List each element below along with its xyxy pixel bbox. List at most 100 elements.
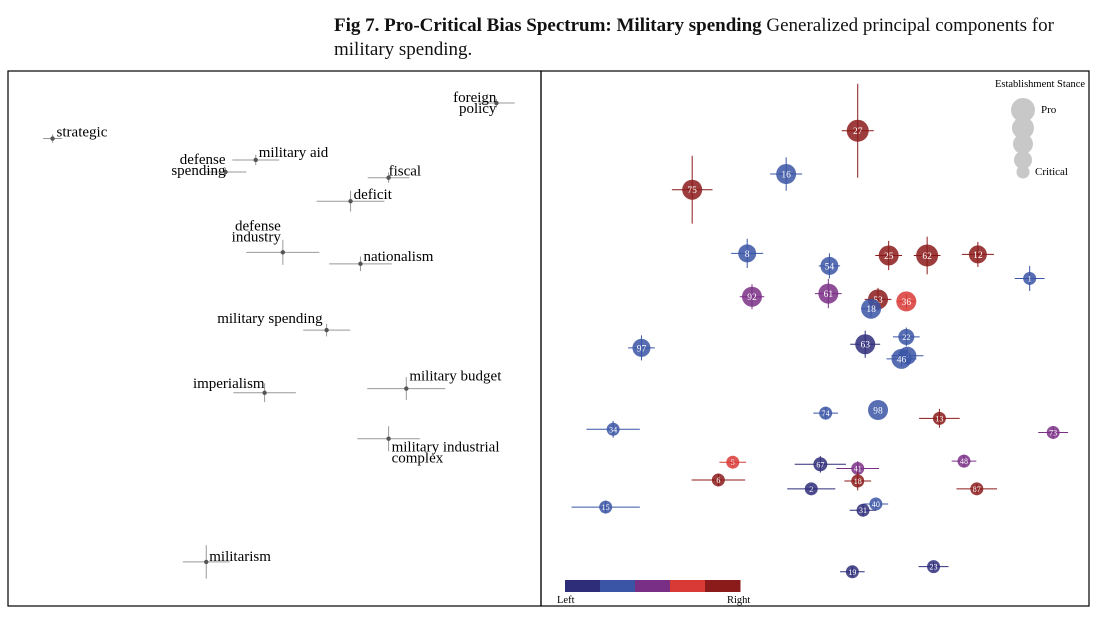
source-id-label: 27: [853, 127, 863, 137]
colorbar-left-label: Left: [557, 595, 575, 606]
source-bubble: [855, 334, 876, 355]
term-military-aid: military aid: [232, 145, 329, 166]
caption-label: Fig 7. Pro-Critical Bias Spectrum: Milit…: [334, 15, 762, 36]
source-id-label: 22: [902, 333, 910, 342]
source-bubble: [898, 328, 915, 345]
source-67: 67: [794, 455, 846, 473]
term-military-spending: military spending: [217, 311, 351, 337]
right-panel-plot: 2775168542562121926153361897632244698741…: [571, 83, 1069, 579]
source-bubble: [682, 179, 703, 200]
source-92: 92: [739, 284, 765, 310]
term-defense-spending: defense spending: [171, 152, 247, 179]
legend-title: Establishment Stance: [995, 79, 1085, 90]
term-label: deficit: [354, 187, 393, 203]
source-id-label: 12: [973, 251, 983, 261]
term-label: imperialism: [193, 376, 265, 392]
source-bubble: [1023, 271, 1037, 285]
term-military-industrial-complex: military industrial complex: [357, 426, 500, 467]
legend-critical-label: Critical: [1035, 166, 1068, 178]
source-98: 98: [868, 399, 889, 420]
source-id-label: 2: [809, 485, 813, 494]
source-bubble: [851, 461, 865, 475]
source-id-label: 97: [637, 344, 647, 354]
source-id-label: 36: [902, 298, 912, 308]
source-74: 74: [813, 406, 838, 420]
source-id-label: 18: [854, 477, 862, 486]
legend-pro-label: Pro: [1041, 104, 1057, 116]
term-point: [358, 261, 363, 267]
source-12: 12: [961, 241, 994, 267]
source-bubble: [868, 399, 889, 420]
source-13: 13: [919, 408, 960, 428]
source-id-label: 1: [1028, 274, 1032, 283]
source-id-label: 5: [731, 458, 735, 467]
legend-bubble: [1011, 98, 1035, 122]
source-id-label: 25: [884, 252, 894, 262]
source-id-label: 40: [872, 500, 880, 509]
right-panel-frame: [540, 70, 1090, 607]
source-bubble: [896, 291, 917, 312]
source-bubble: [932, 411, 946, 425]
legend-bubble: [1012, 117, 1034, 139]
term-label: military aid: [259, 145, 329, 161]
source-id-label: 19: [848, 568, 856, 577]
source-id-label: 41: [854, 464, 862, 473]
term-imperialism: imperialism: [193, 376, 296, 403]
colorbar-swatch: [565, 580, 601, 592]
source-8: 8: [731, 238, 764, 269]
source-73: 73: [1038, 425, 1069, 439]
figure-caption: Fig 7. Pro-Critical Bias Spectrum: Milit…: [334, 14, 1074, 62]
term-point: [386, 436, 391, 441]
source-id-label: 48: [960, 457, 968, 466]
source-bubble: [851, 474, 865, 488]
source-bubble: [741, 286, 762, 307]
source-id-label: 34: [609, 425, 617, 434]
source-id-label: 13: [935, 414, 943, 423]
source-27: 27: [841, 83, 874, 178]
source-1: 1: [1014, 265, 1045, 291]
source-36: 36: [896, 291, 917, 312]
term-defense-industry: defense industry: [232, 218, 320, 265]
source-bubble: [606, 422, 620, 436]
term-fiscal: fiscal: [367, 164, 421, 183]
source-bubble: [738, 244, 757, 263]
source-id-label: 53: [873, 296, 883, 306]
term-label: defense spending: [171, 152, 226, 179]
source-id-label: 92: [747, 293, 757, 303]
term-label: foreign policy: [453, 90, 497, 117]
source-bubble: [916, 244, 939, 267]
term-nationalism: nationalism: [329, 249, 434, 272]
source-id-label: 74: [822, 409, 830, 418]
source-bubble: [856, 503, 870, 517]
caption-text: Generalized principal components for mil…: [334, 15, 1054, 60]
term-militarism: militarism: [182, 545, 271, 579]
source-bubble: [726, 455, 740, 469]
source-id-label: 6: [716, 476, 720, 485]
source-bubble: [711, 473, 725, 487]
source-bubble: [845, 565, 859, 579]
legend-bubble: [1016, 165, 1030, 179]
source-bubble: [927, 560, 941, 574]
source-25: 25: [875, 240, 903, 271]
term-point: [50, 136, 55, 141]
source-48: 48: [951, 454, 977, 468]
term-label: military budget: [409, 369, 502, 385]
colorbar-swatch: [670, 580, 706, 592]
source-bubble: [869, 497, 883, 511]
source-id-label: 75: [687, 186, 697, 196]
term-point: [223, 169, 228, 175]
source-40: 40: [863, 497, 889, 511]
source-15: 15: [571, 500, 640, 514]
source-bubble: [878, 245, 899, 266]
term-point: [324, 327, 329, 333]
source-bubble: [776, 164, 797, 185]
term-point: [494, 100, 499, 106]
source-id-label: 16: [781, 171, 791, 181]
term-label: military spending: [217, 311, 323, 327]
source-id-label: 8: [745, 250, 750, 260]
source-bubble: [891, 348, 912, 369]
source-bubble: [632, 338, 651, 357]
term-point: [262, 390, 267, 395]
source-23: 23: [918, 560, 949, 574]
colorbar-swatch: [600, 580, 636, 592]
